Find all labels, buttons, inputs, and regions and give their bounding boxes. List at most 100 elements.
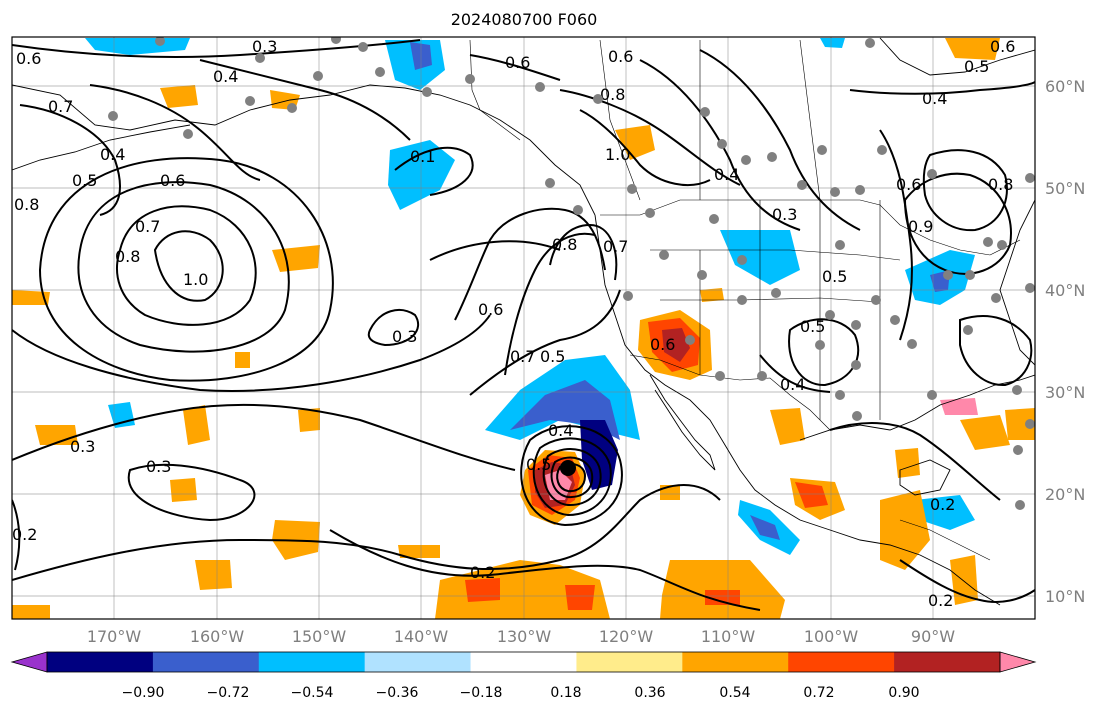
contour-label: 0.2 — [12, 525, 37, 544]
shade-red-east-pac — [705, 590, 740, 605]
map-frame — [11, 36, 1036, 620]
contour-0.6-mid — [454, 207, 606, 321]
station-marker — [645, 208, 655, 218]
lat-label: 30°N — [1045, 383, 1085, 402]
contour-label: 0.3 — [772, 205, 797, 224]
station-marker — [287, 103, 297, 113]
lat-label: 10°N — [1045, 587, 1085, 606]
contour-label: 0.3 — [146, 457, 171, 476]
colorbar-segment — [470, 652, 577, 672]
station-marker — [709, 214, 719, 224]
colorbar-tick-label: 0.18 — [550, 685, 581, 701]
shade-orange-small-1 — [160, 85, 198, 108]
contour-label: 0.3 — [70, 437, 95, 456]
contour-label: 0.3 — [252, 37, 277, 56]
station-marker — [737, 295, 747, 305]
contour-label: 0.8 — [600, 85, 625, 104]
station-marker — [825, 310, 835, 320]
contour-label: 0.4 — [922, 89, 947, 108]
station-marker — [797, 180, 807, 190]
graticule — [12, 37, 1035, 619]
contour-0.5-ne-pac — [429, 240, 561, 261]
shade-orange-small-5 — [183, 405, 210, 445]
station-marker — [685, 335, 695, 345]
station-marker — [851, 320, 861, 330]
shade-orange-small-8 — [195, 560, 232, 590]
station-marker — [1015, 500, 1025, 510]
coast-aleutians — [12, 124, 191, 171]
contour-label: 0.6 — [896, 175, 921, 194]
coast-gulf-mexico — [799, 374, 1035, 441]
contour-0.3-south — [127, 463, 256, 522]
shade-orange-small-3 — [12, 290, 50, 305]
colorbar-extend-high — [999, 651, 1037, 673]
colorbar-tick-label: −0.36 — [376, 685, 419, 701]
contour-0.4-plains — [759, 354, 831, 393]
contour-label: 0.6 — [650, 335, 675, 354]
lon-label: 100°W — [804, 627, 859, 646]
contour-1.0-west — [153, 230, 224, 302]
lat-label: 20°N — [1045, 485, 1085, 504]
station-marker — [623, 291, 633, 301]
station-marker — [183, 129, 193, 139]
contour-label: 0.7 — [48, 97, 73, 116]
colorbar-segment — [364, 652, 472, 672]
border-alaska-canada — [469, 39, 521, 141]
coast-hudson — [879, 37, 1035, 76]
station-marker — [422, 87, 432, 97]
station-markers — [108, 37, 1035, 510]
station-marker — [890, 315, 900, 325]
contour-0.3-atlantic — [959, 315, 1033, 387]
station-marker — [255, 53, 265, 63]
colorbar-segments — [10, 651, 1037, 673]
contour-label: 1.0 — [605, 145, 630, 164]
contour-label: 0.5 — [526, 455, 551, 474]
station-marker — [817, 145, 827, 155]
station-marker — [877, 145, 887, 155]
station-marker — [757, 371, 767, 381]
contour-label: 0.7 — [135, 217, 160, 236]
shade-darkred-southwest — [662, 328, 690, 362]
station-marker — [465, 74, 475, 84]
shade-orange-east-3 — [960, 415, 1010, 450]
contour-0.3-ne-pac — [367, 309, 420, 347]
contour-0.7-upper — [19, 104, 121, 216]
station-marker — [963, 325, 973, 335]
contour-0.4-upper — [89, 84, 261, 181]
contour-label: 0.6 — [990, 37, 1015, 56]
contour-0.3-canada — [699, 49, 861, 231]
contour-hurricane-ring-2 — [532, 437, 612, 517]
contour-hurricane-ring-5 — [556, 463, 587, 493]
contour-0.7-west — [77, 181, 290, 353]
coast-yucatan — [899, 459, 951, 496]
shade-orange-hudson — [945, 38, 1000, 60]
shade-orange-east-1 — [770, 408, 805, 445]
colorbar-tick-label: −0.90 — [122, 685, 165, 701]
station-marker — [983, 237, 993, 247]
station-marker — [700, 107, 710, 117]
station-marker — [815, 340, 825, 350]
contour-0.8-canada — [559, 89, 741, 186]
map-title: 2024080700 F060 — [450, 10, 598, 29]
contour-0.2-caribbean — [899, 559, 1035, 603]
colorbar-segment — [258, 652, 366, 672]
shade-blue-small-2 — [820, 38, 845, 48]
hurricane-center — [560, 460, 576, 476]
colorbar-segment — [152, 652, 260, 672]
station-marker — [358, 42, 368, 52]
lon-label: 120°W — [599, 627, 654, 646]
shade-darkblue-baja — [750, 515, 780, 540]
shade-orange-east-pac — [660, 560, 785, 619]
station-marker — [659, 250, 669, 260]
lon-label: 170°W — [87, 627, 142, 646]
station-marker — [155, 37, 165, 46]
contour-label: 0.2 — [930, 495, 955, 514]
latitude-labels: 10°N 20°N 30°N 40°N 50°N 60°N — [1045, 77, 1085, 606]
colorbar-segment — [894, 652, 1001, 672]
station-marker — [767, 152, 777, 162]
contour-label: 0.4 — [780, 375, 805, 394]
station-marker — [907, 339, 917, 349]
contour-0.7-mid — [504, 232, 596, 376]
station-marker — [835, 390, 845, 400]
